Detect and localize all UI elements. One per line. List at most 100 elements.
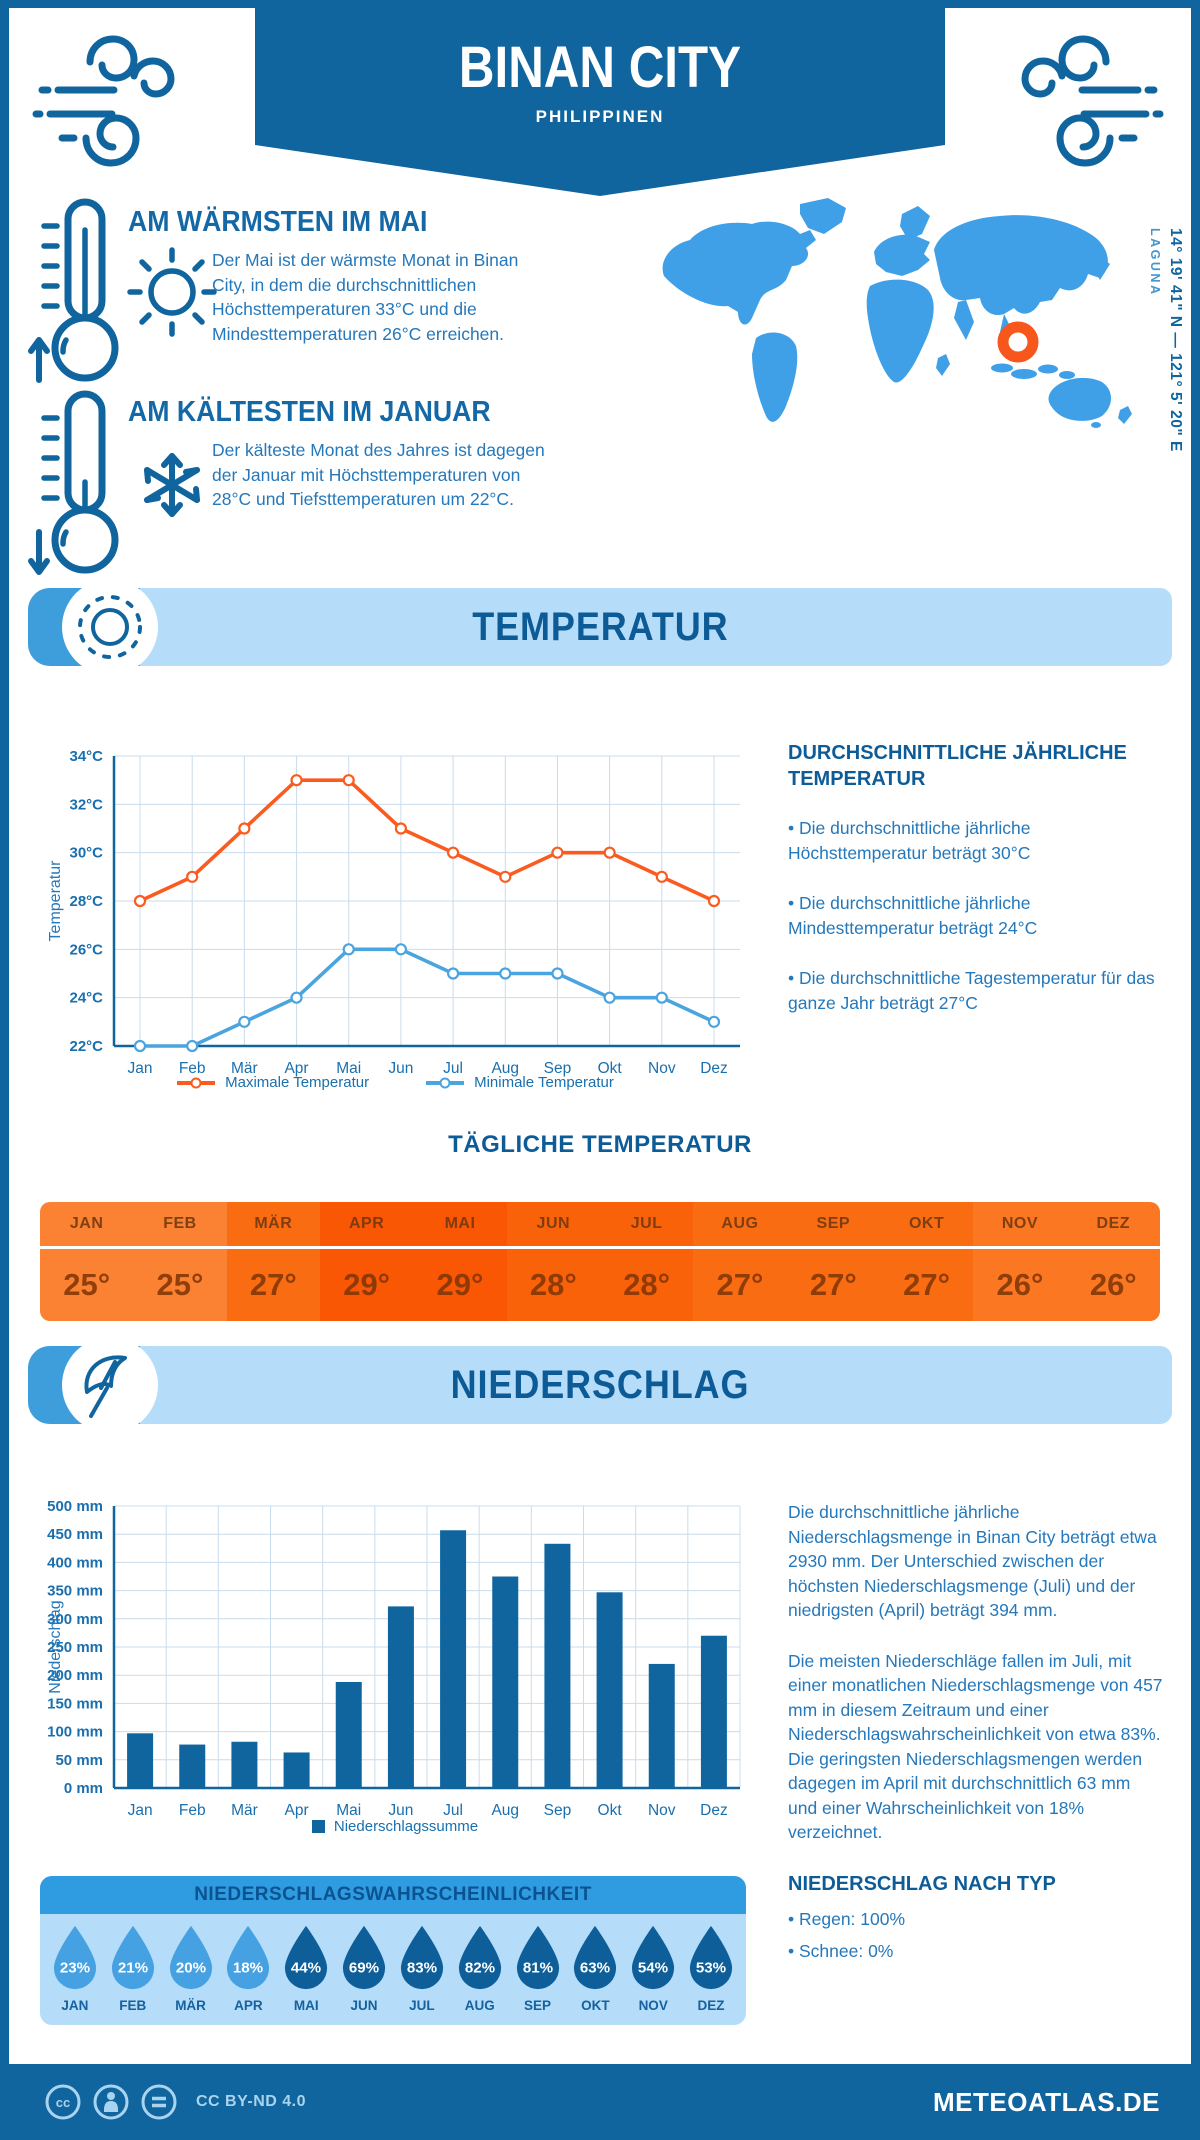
probability-drop: 81% SEP — [509, 1924, 567, 2013]
svg-text:Sep: Sep — [544, 1060, 572, 1077]
svg-text:Feb: Feb — [179, 1802, 206, 1819]
svg-text:150 mm: 150 mm — [47, 1695, 103, 1712]
paragraph: • Die durchschnittliche Tagestemperatur … — [788, 968, 1155, 1013]
country-subtitle: PHILIPPINEN — [535, 107, 665, 126]
daily-temp-value: 25° — [63, 1267, 111, 1302]
svg-text:Nov: Nov — [648, 1802, 676, 1819]
svg-text:Temperatur: Temperatur — [47, 860, 64, 942]
precipitation-bar-chart: 0 mm 50 mm 100 mm 150 mm 200 mm 250 mm 300 mm 3… — [47, 1498, 741, 1819]
svg-text:22°C: 22°C — [69, 1038, 103, 1055]
raindrop-icon: 54% — [632, 1925, 675, 1990]
svg-text:0 mm: 0 mm — [64, 1780, 103, 1797]
month-label: JAN — [40, 1202, 134, 1249]
month-label: NOV — [638, 1998, 668, 2013]
daily-temperature-heading: TÄGLICHE TEMPERATUR — [448, 1131, 752, 1158]
thermometer-warm-icon — [28, 198, 217, 383]
precipitation-type-heading: NIEDERSCHLAG NACH TYP — [788, 1872, 1056, 1895]
cc-icon: cc — [45, 2084, 81, 2120]
daily-temp-cell: FEB 25° — [133, 1202, 227, 1321]
svg-text:44%: 44% — [291, 1960, 322, 1977]
raindrop-icon: 63% — [574, 1925, 617, 1990]
svg-text:Sep: Sep — [544, 1802, 572, 1819]
page-title: BINAN CITY — [458, 35, 742, 100]
daily-temp-value: 29° — [436, 1267, 484, 1302]
svg-text:Dez: Dez — [700, 1802, 728, 1819]
svg-text:Jan: Jan — [128, 1802, 153, 1819]
paragraph: • Die durchschnittliche jährliche Höchst… — [788, 818, 1031, 863]
annual-temperature-bullets: • Die durchschnittliche jährliche Höchst… — [788, 816, 1164, 1015]
raindrop-icon: 18% — [227, 1925, 270, 1990]
raindrop-icon: 21% — [111, 1925, 154, 1990]
svg-text:Niederschlag: Niederschlag — [47, 1600, 64, 1693]
legend-item: Minimale Temperatur — [425, 1074, 614, 1091]
svg-text:250 mm: 250 mm — [47, 1639, 103, 1656]
license-icons: cc CC BY-ND 4.0 — [44, 2083, 306, 2121]
paragraph: • Schnee: 0% — [788, 1941, 894, 1961]
site-name: METEOATLAS.DE — [932, 2086, 1160, 2117]
legend-item: Niederschlagssumme — [311, 1818, 478, 1835]
month-label: JUN — [506, 1202, 600, 1249]
daily-temp-cell: JUN 28° — [506, 1202, 600, 1321]
temperature-line-chart: 22°C 24°C 26°C 28°C 30°C 32°C 34°C Jan Feb Mär Apr… — [47, 748, 740, 1077]
svg-text:Nov: Nov — [648, 1060, 676, 1077]
coordinates-text: 14° 19' 41" N — 121° 5' 20" E — [1167, 228, 1184, 452]
daily-temp-value: 29° — [343, 1267, 391, 1302]
svg-text:82%: 82% — [465, 1960, 496, 1977]
svg-text:20%: 20% — [175, 1960, 206, 1977]
month-label: FEB — [119, 1998, 147, 2013]
svg-text:69%: 69% — [349, 1960, 380, 1977]
temperature-banner-title: TEMPERATUR — [471, 605, 729, 649]
annual-temperature-heading: DURCHSCHNITTLICHE JÄHRLICHE TEMPERATUR — [788, 742, 1127, 790]
probability-drop: 23% JAN — [46, 1924, 104, 2013]
svg-text:Okt: Okt — [598, 1802, 623, 1819]
svg-text:50 mm: 50 mm — [55, 1752, 103, 1769]
coordinates-block: 14° 19' 41" N — 121° 5' 20" E LAGUNA — [1148, 228, 1184, 452]
daily-temp-value: 26° — [996, 1267, 1044, 1302]
svg-text:350 mm: 350 mm — [47, 1583, 103, 1600]
probability-title: NIEDERSCHLAGSWAHRSCHEINLICHKEIT — [40, 1876, 746, 1914]
probability-drop: 18% APR — [219, 1924, 277, 2013]
umbrella-icon — [62, 1337, 158, 1433]
month-label: SEP — [524, 1998, 552, 2013]
coldest-heading: AM KÄLTESTEN IM JANUAR — [128, 396, 491, 428]
svg-text:Mai: Mai — [336, 1060, 361, 1077]
temperature-section-banner: TEMPERATUR — [28, 579, 1172, 675]
daily-temp-cell: SEP 27° — [786, 1202, 880, 1321]
no-derivatives-icon — [141, 2084, 177, 2120]
paragraph: • Regen: 100% — [788, 1908, 906, 1929]
svg-text:28°C: 28°C — [69, 893, 103, 910]
footer: cc CC BY-ND 4.0 METEOATLAS.DE — [0, 2064, 1200, 2140]
city-banner: BINAN CITY PHILIPPINEN — [255, 0, 945, 196]
month-label: APR — [319, 1202, 414, 1249]
warmest-heading: AM WÄRMSTEN IM MAI — [128, 206, 428, 238]
probability-drop: 53% DEZ — [682, 1924, 740, 2013]
daily-temp-value: 28° — [623, 1267, 671, 1302]
month-label: JAN — [61, 1998, 89, 2013]
month-label: SEP — [786, 1202, 880, 1249]
svg-text:30°C: 30°C — [69, 845, 103, 862]
coldest-text: Der kälteste Monat des Jahres ist dagege… — [212, 440, 545, 509]
month-label: DEZ — [1066, 1202, 1160, 1249]
daily-temp-cell: OKT 27° — [879, 1202, 974, 1321]
attribution-icon — [93, 2084, 129, 2120]
svg-text:Okt: Okt — [598, 1060, 623, 1077]
svg-text:53%: 53% — [696, 1960, 727, 1977]
warmest-text: Der Mai ist der wärmste Monat in Binan C… — [212, 250, 519, 344]
daily-temp-value: 25° — [156, 1267, 204, 1302]
probability-drop: 54% NOV — [624, 1924, 682, 2013]
svg-text:63%: 63% — [580, 1960, 611, 1977]
svg-text:Jan: Jan — [128, 1060, 153, 1077]
svg-text:Jul: Jul — [443, 1060, 463, 1077]
probability-drop: 21% FEB — [104, 1924, 162, 2013]
temperature-chart-legend: Maximale Temperatur Minimale Temperatur — [40, 1074, 750, 1091]
svg-text:400 mm: 400 mm — [47, 1554, 103, 1571]
svg-text:32°C: 32°C — [69, 796, 103, 813]
annual-temperature-column: DURCHSCHNITTLICHE JÄHRLICHE TEMPERATUR •… — [788, 740, 1164, 1041]
paragraph: Die durchschnittliche jährliche Niedersc… — [788, 1502, 1157, 1620]
precipitation-paragraphs: Die durchschnittliche jährliche Niedersc… — [788, 1500, 1164, 1845]
month-label: APR — [234, 1998, 263, 2013]
svg-text:Dez: Dez — [700, 1060, 728, 1077]
world-map — [662, 198, 1132, 428]
svg-text:83%: 83% — [407, 1960, 438, 1977]
